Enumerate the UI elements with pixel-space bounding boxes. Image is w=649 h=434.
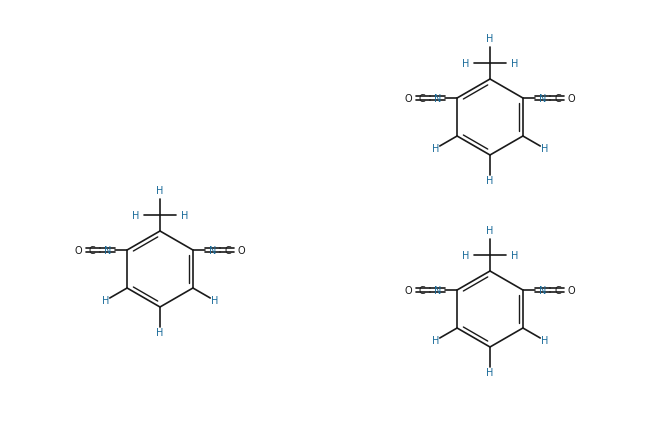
Text: N: N — [539, 94, 546, 104]
Text: H: H — [486, 176, 494, 186]
Text: H: H — [486, 226, 494, 236]
Text: H: H — [541, 336, 548, 346]
Text: C: C — [225, 246, 231, 256]
Text: O: O — [568, 94, 575, 104]
Text: H: H — [211, 296, 218, 306]
Text: O: O — [75, 246, 82, 256]
Text: O: O — [568, 285, 575, 295]
Text: H: H — [102, 296, 109, 306]
Text: H: H — [511, 59, 519, 69]
Text: O: O — [405, 285, 412, 295]
Text: N: N — [104, 246, 111, 256]
Text: N: N — [434, 94, 441, 104]
Text: C: C — [419, 94, 426, 104]
Text: H: H — [486, 367, 494, 377]
Text: C: C — [554, 94, 561, 104]
Text: H: H — [432, 336, 439, 346]
Text: O: O — [238, 246, 245, 256]
Text: C: C — [419, 285, 426, 295]
Text: H: H — [511, 250, 519, 260]
Text: H: H — [541, 144, 548, 154]
Text: H: H — [486, 34, 494, 44]
Text: H: H — [132, 210, 139, 220]
Text: H: H — [156, 327, 164, 337]
Text: O: O — [405, 94, 412, 104]
Text: N: N — [434, 285, 441, 295]
Text: H: H — [181, 210, 188, 220]
Text: C: C — [89, 246, 95, 256]
Text: H: H — [156, 186, 164, 196]
Text: H: H — [432, 144, 439, 154]
Text: N: N — [539, 285, 546, 295]
Text: H: H — [461, 59, 469, 69]
Text: H: H — [461, 250, 469, 260]
Text: N: N — [209, 246, 216, 256]
Text: C: C — [554, 285, 561, 295]
